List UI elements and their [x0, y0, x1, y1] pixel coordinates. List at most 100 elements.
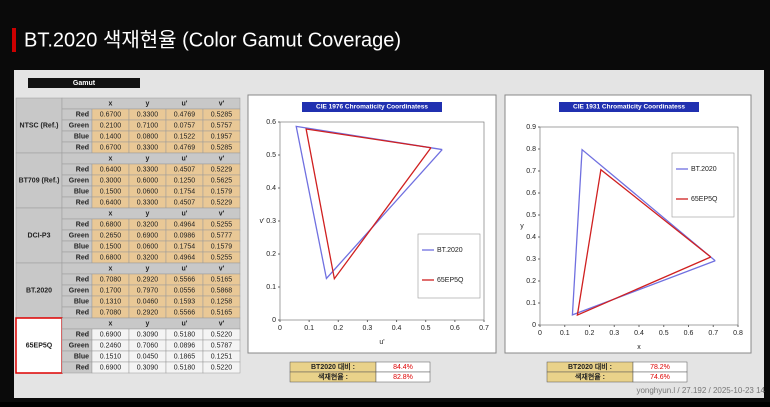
cell-value: 0.5285: [211, 144, 233, 151]
row-label: Green: [69, 232, 89, 239]
cell-value: 0.0450: [137, 353, 159, 360]
cell-value: 0.1700: [100, 287, 122, 294]
group-cell: [15, 207, 63, 264]
cell-value: 0.6900: [100, 331, 122, 338]
y-axis-label: y: [520, 223, 524, 230]
x-tick-label: 0.7: [479, 325, 489, 332]
y-tick-label: 0.6: [526, 190, 536, 197]
row-label: Blue: [74, 298, 89, 305]
cell-value: 0.1250: [174, 177, 196, 184]
group-label: NTSC (Ref.): [20, 122, 59, 129]
y-axis-label: v': [260, 218, 265, 225]
y-tick-label: 0.2: [526, 278, 536, 285]
column-header: x: [109, 320, 113, 327]
summary-value-cell: [375, 371, 431, 383]
cell-value: 0.1400: [100, 133, 122, 140]
y-tick-label: 0.5: [266, 152, 276, 159]
cell-value: 0.3000: [100, 177, 122, 184]
cell-value: 0.0757: [174, 122, 196, 129]
cell-value: 0.5220: [211, 331, 233, 338]
cell-value: 0.4769: [174, 144, 196, 151]
cell-value: 0.3300: [137, 166, 159, 173]
column-header: v': [219, 320, 225, 327]
cell: [202, 361, 241, 374]
cell-value: 0.5255: [211, 221, 233, 228]
cell-value: 0.3090: [137, 331, 159, 338]
cell-value: 0.6900: [100, 364, 122, 371]
header-row: [61, 262, 241, 275]
cell-value: 0.0600: [137, 188, 159, 195]
title-accent: [12, 28, 16, 52]
cell-value: 0.7970: [137, 287, 159, 294]
cell-value: 0.5165: [211, 309, 233, 316]
y-tick-label: 0.5: [526, 212, 536, 219]
row-label: Blue: [74, 243, 89, 250]
row-label: Blue: [74, 188, 89, 195]
cell-value: 0.6000: [137, 177, 159, 184]
cell-value: 0.2460: [100, 342, 122, 349]
x-tick-label: 0.3: [363, 325, 373, 332]
row-label: Red: [76, 166, 89, 173]
cell-value: 0.5868: [211, 287, 233, 294]
header-row: [61, 207, 241, 220]
caption-box: [28, 78, 140, 88]
group-label: BT.2020: [26, 287, 52, 294]
cell-value: 0.5220: [211, 364, 233, 371]
cell-value: 0.0556: [174, 287, 196, 294]
row-label: Green: [69, 177, 89, 184]
cell-value: 0.5625: [211, 177, 233, 184]
cell-value: 0.6800: [100, 254, 122, 261]
cell-value: 0.3200: [137, 254, 159, 261]
column-header: x: [109, 265, 113, 272]
legend-box: [417, 233, 481, 299]
slide-title: BT.2020 색재현율 (Color Gamut Coverage): [24, 28, 401, 51]
cell-value: 0.1593: [174, 298, 196, 305]
column-header: u': [182, 100, 188, 107]
cell-value: 0.5757: [211, 122, 233, 129]
cell-value: 0.0460: [137, 298, 159, 305]
column-header: x: [109, 155, 113, 162]
group-label: BT709 (Ref.): [19, 177, 60, 184]
column-header: x: [109, 210, 113, 217]
cell-value: 0.5180: [174, 364, 196, 371]
row-label: Green: [69, 287, 89, 294]
cell-value: 0.1310: [100, 298, 122, 305]
cell-value: 0.0986: [174, 232, 196, 239]
column-header: u': [182, 155, 188, 162]
cell-value: 0.4769: [174, 111, 196, 118]
cell-value: 0.1754: [174, 188, 196, 195]
cell-value: 0.4507: [174, 199, 196, 206]
cell-value: 0.4964: [174, 254, 196, 261]
cell-value: 0.2100: [100, 122, 122, 129]
summary-value: 82.8%: [393, 374, 413, 381]
column-header: v': [219, 155, 225, 162]
row-label: Red: [76, 254, 89, 261]
x-tick-label: 0.2: [333, 325, 343, 332]
column-header: x: [109, 100, 113, 107]
summary-label: BT2020 대비 :: [311, 362, 355, 371]
cell-value: 0.7080: [100, 309, 122, 316]
group-label: DCI-P3: [28, 232, 51, 239]
y-tick-label: 0.1: [526, 300, 536, 307]
chart-panel: [247, 94, 497, 354]
column-header: y: [146, 100, 150, 107]
group-cell: [15, 152, 63, 209]
table-caption: Gamut: [73, 80, 96, 87]
cell-value: 0.6400: [100, 199, 122, 206]
x-tick-label: 0.5: [421, 325, 431, 332]
cell-value: 0.6800: [100, 221, 122, 228]
group-label: 65EP5Q: [26, 342, 53, 349]
row-label: Blue: [74, 133, 89, 140]
x-tick-label: 0.8: [733, 330, 743, 337]
row-label: Red: [76, 144, 89, 151]
row-label: Blue: [74, 353, 89, 360]
y-tick-label: 0.1: [266, 284, 276, 291]
cell-value: 0.3300: [137, 199, 159, 206]
gamut-line: [576, 168, 712, 317]
row-label: Red: [76, 221, 89, 228]
summary-label: BT2020 대비 :: [568, 362, 612, 371]
legend-label: 65EP5Q: [691, 196, 718, 203]
y-tick-label: 0: [272, 317, 276, 324]
column-header: u': [182, 210, 188, 217]
